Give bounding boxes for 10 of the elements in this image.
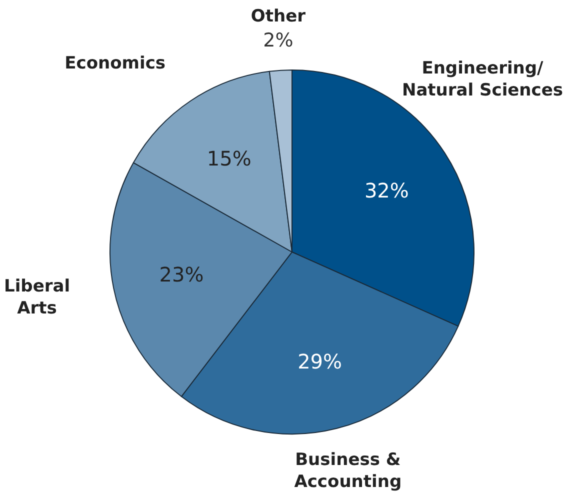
slice-label: Engineering/ Natural Sciences xyxy=(402,58,564,100)
data-label: 23% xyxy=(159,262,204,287)
slice-label: Other xyxy=(250,6,306,26)
data-label: 29% xyxy=(298,349,342,374)
slice-label: Economics xyxy=(64,54,166,74)
data-label: 15% xyxy=(206,146,252,170)
slice-label: Liberal Arts xyxy=(4,276,70,319)
slice-label: Business & Accounting xyxy=(294,450,402,492)
data-label: 32% xyxy=(364,178,409,203)
data-label: 2% xyxy=(263,29,294,52)
